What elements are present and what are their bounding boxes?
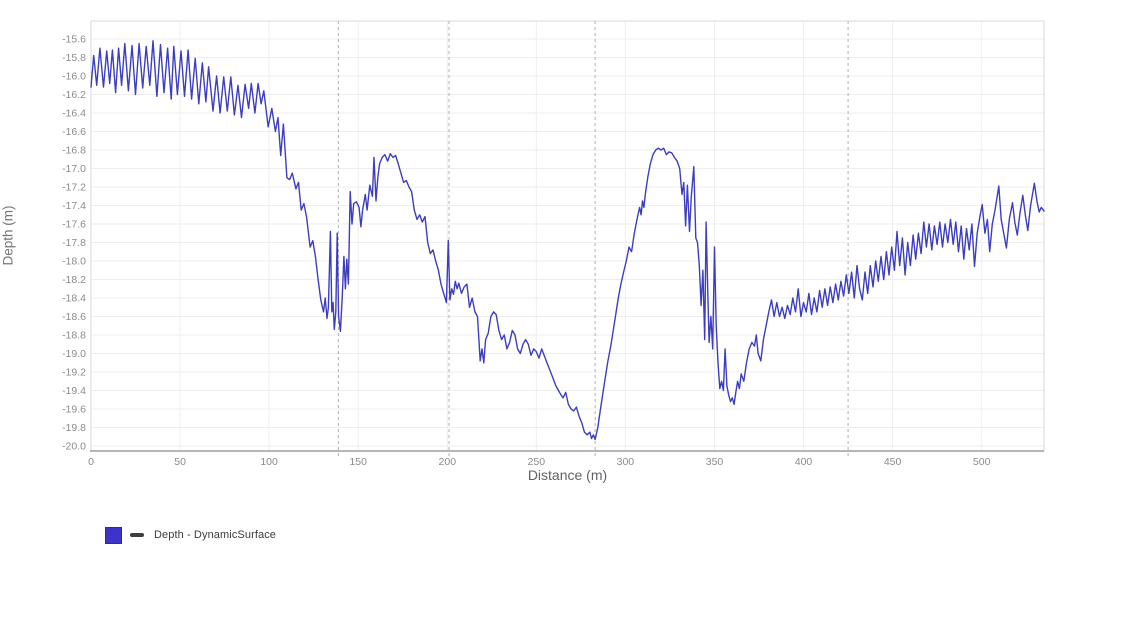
y-tick-label: -17.0 [62, 163, 86, 175]
legend-line-sample-icon [130, 533, 144, 537]
y-tick-label: -19.6 [62, 404, 86, 416]
x-tick-label: 0 [88, 456, 94, 468]
legend-color-swatch [105, 526, 122, 544]
y-tick-label: -16.0 [62, 71, 86, 83]
x-tick-label: 300 [617, 456, 635, 468]
y-tick-label: -18.4 [62, 293, 86, 305]
x-tick-label: 400 [795, 456, 813, 468]
x-tick-label: 50 [174, 456, 186, 468]
x-axis-title: Distance (m) [527, 467, 608, 483]
y-tick-label: -16.2 [62, 89, 86, 101]
y-tick-label: -19.4 [62, 385, 86, 397]
y-tick-label: -19.8 [62, 422, 86, 434]
legend-item-depth-dynamicsurface[interactable]: Depth - DynamicSurface [105, 526, 276, 544]
x-tick-label: 250 [528, 456, 546, 468]
y-tick-label: -18.2 [62, 274, 86, 286]
legend-label: Depth - DynamicSurface [154, 529, 277, 541]
y-tick-label: -18.6 [62, 311, 86, 323]
x-tick-label: 450 [884, 456, 902, 468]
y-tick-label: -20.0 [62, 441, 86, 453]
y-tick-label: -16.8 [62, 145, 86, 157]
y-tick-label: -15.8 [62, 52, 86, 64]
y-tick-label: -17.2 [62, 182, 86, 194]
y-tick-label: -19.2 [62, 367, 86, 379]
x-tick-label: 200 [439, 456, 457, 468]
y-tick-label: -16.6 [62, 126, 86, 138]
y-tick-label: -16.4 [62, 108, 86, 120]
y-tick-label: -18.8 [62, 330, 86, 342]
x-tick-label: 150 [349, 456, 367, 468]
x-tick-label: 350 [706, 456, 724, 468]
depth-line [90, 40, 1045, 441]
y-tick-label: -17.6 [62, 219, 86, 231]
y-tick-label: -18.0 [62, 256, 86, 268]
depth-profile-plot: -15.6 -15.8 -16.0 -16.2 -16.4 -16.6 -16.8 -17.0… [62, 20, 1045, 468]
y-tick-label: -17.4 [62, 200, 86, 212]
x-tick-label: 500 [973, 456, 991, 468]
y-tick-label: -17.8 [62, 237, 86, 249]
y-tick-label: -15.6 [62, 34, 86, 46]
y-axis-title: Depth (m) [0, 205, 16, 266]
y-tick-label: -19.0 [62, 348, 86, 360]
x-tick-label: 100 [260, 456, 278, 468]
plot-border [90, 20, 1045, 452]
